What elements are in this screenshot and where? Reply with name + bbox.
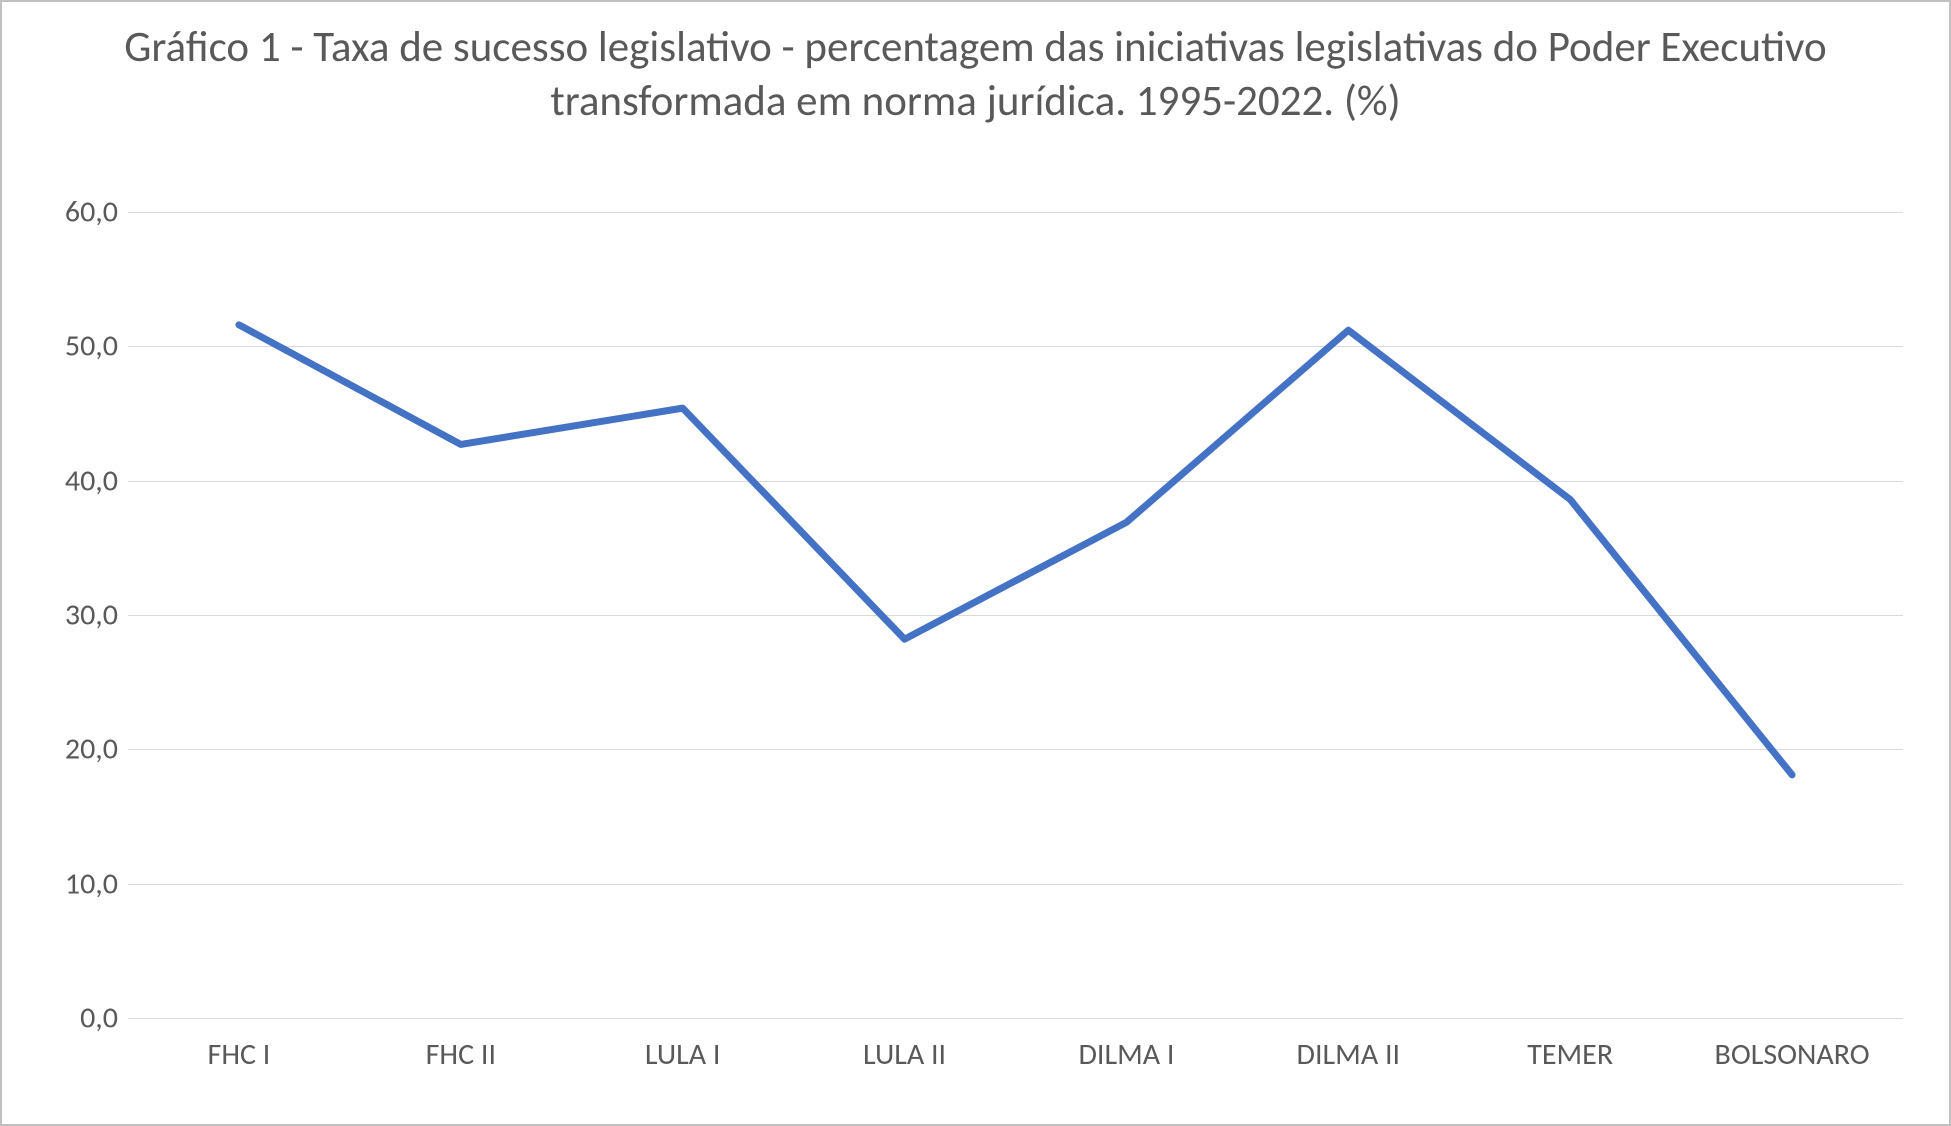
x-tick-label: DILMA II xyxy=(1297,1036,1401,1073)
plot-wrap: 0,010,020,030,040,050,060,0 FHC IFHC IIL… xyxy=(38,212,1913,1088)
y-tick-label: 50,0 xyxy=(38,328,118,365)
chart-title: Gráfico 1 - Taxa de sucesso legislativo … xyxy=(2,20,1949,128)
y-tick-label: 30,0 xyxy=(38,597,118,634)
x-tick-label: LULA I xyxy=(645,1036,721,1073)
gridline xyxy=(128,1018,1903,1019)
x-tick-label: FHC I xyxy=(208,1036,271,1073)
x-tick-label: FHC II xyxy=(426,1036,496,1073)
y-tick-label: 0,0 xyxy=(38,1000,118,1037)
y-tick-label: 10,0 xyxy=(38,865,118,902)
plot-area xyxy=(128,212,1903,1018)
chart-container: Gráfico 1 - Taxa de sucesso legislativo … xyxy=(0,0,1951,1126)
x-tick-label: DILMA I xyxy=(1078,1036,1174,1073)
y-tick-label: 40,0 xyxy=(38,462,118,499)
line-series xyxy=(128,212,1903,1018)
x-tick-label: BOLSONARO xyxy=(1715,1036,1870,1073)
x-tick-label: TEMER xyxy=(1527,1036,1613,1073)
x-tick-label: LULA II xyxy=(863,1036,946,1073)
y-tick-label: 20,0 xyxy=(38,731,118,768)
y-tick-label: 60,0 xyxy=(38,194,118,231)
